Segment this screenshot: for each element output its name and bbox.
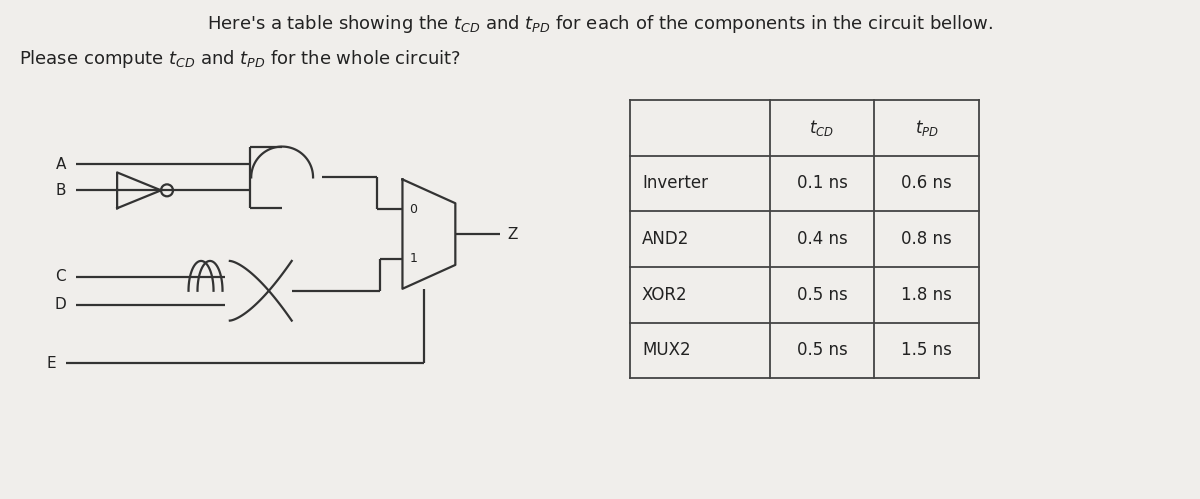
Text: $t_{PD}$: $t_{PD}$ (914, 118, 938, 138)
Text: 0.5 ns: 0.5 ns (797, 286, 847, 304)
Text: C: C (55, 269, 66, 284)
Text: MUX2: MUX2 (642, 341, 690, 359)
Text: 0.1 ns: 0.1 ns (797, 174, 847, 193)
Text: Z: Z (508, 227, 517, 242)
Text: 1.5 ns: 1.5 ns (901, 341, 952, 359)
Text: Please compute $t_{CD}$ and $t_{PD}$ for the whole circuit?: Please compute $t_{CD}$ and $t_{PD}$ for… (19, 48, 461, 70)
Text: B: B (55, 183, 66, 198)
Text: Inverter: Inverter (642, 174, 708, 193)
Text: 0: 0 (409, 203, 418, 216)
Text: AND2: AND2 (642, 230, 689, 248)
Text: D: D (54, 297, 66, 312)
Text: 0.6 ns: 0.6 ns (901, 174, 952, 193)
Text: 1.8 ns: 1.8 ns (901, 286, 952, 304)
Text: A: A (56, 157, 66, 172)
Text: $t_{CD}$: $t_{CD}$ (810, 118, 834, 138)
Text: XOR2: XOR2 (642, 286, 688, 304)
Text: 0.5 ns: 0.5 ns (797, 341, 847, 359)
Text: 0.4 ns: 0.4 ns (797, 230, 847, 248)
Text: 1: 1 (409, 252, 418, 265)
Text: 0.8 ns: 0.8 ns (901, 230, 952, 248)
Text: E: E (47, 356, 56, 371)
Text: Here's a table showing the $t_{CD}$ and $t_{PD}$ for each of the components in t: Here's a table showing the $t_{CD}$ and … (206, 13, 994, 35)
